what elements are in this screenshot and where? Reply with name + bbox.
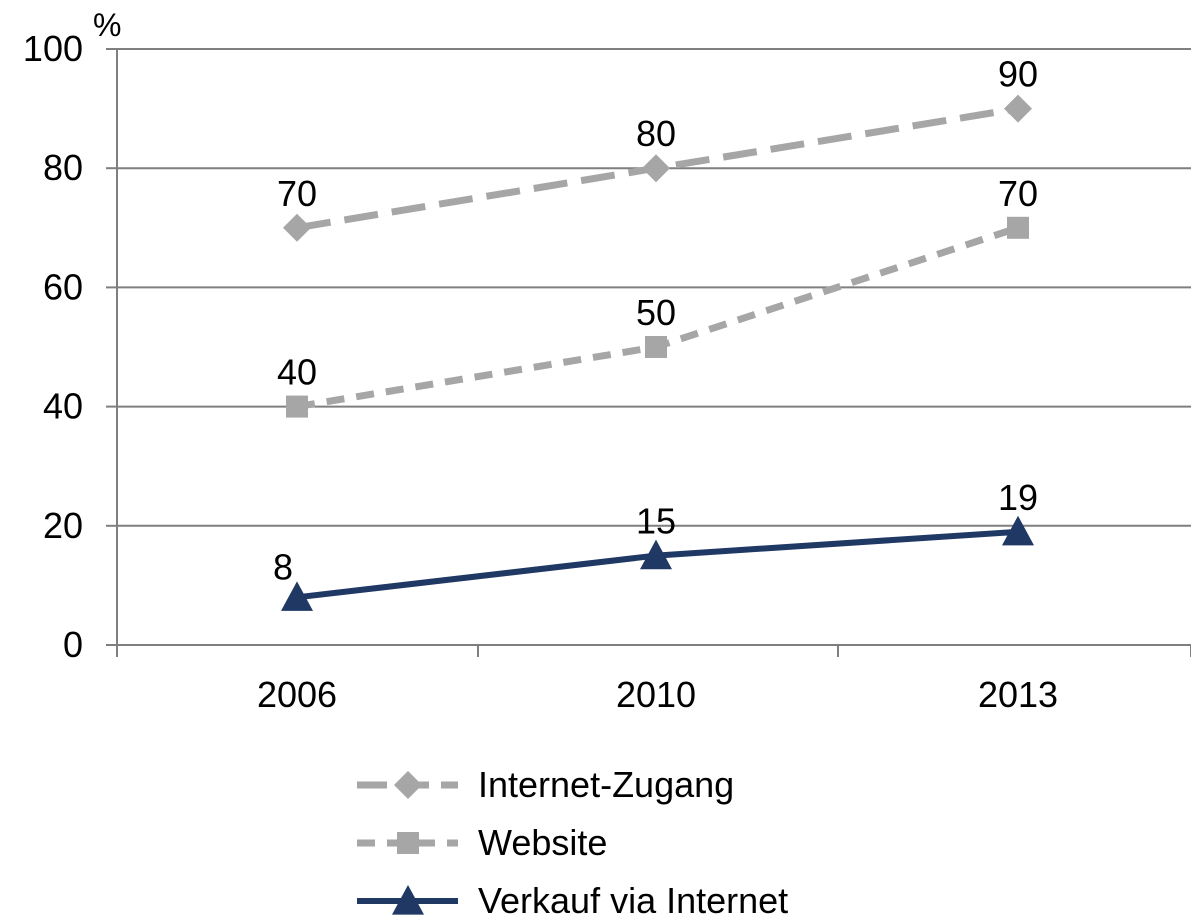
- y-axis-unit-label: %: [93, 7, 121, 43]
- y-tick-label-40: 40: [43, 386, 83, 427]
- data-label-verkauf-via-internet-2013: 19: [998, 477, 1038, 518]
- data-label-website-2013: 70: [998, 173, 1038, 214]
- x-tick-label-2006: 2006: [257, 674, 337, 715]
- axes: % 0 20 40 60 80 100 2006 2010 2013: [23, 7, 1191, 715]
- legend-marker-internet-zugang: [394, 771, 422, 799]
- data-label-website-2006: 40: [277, 352, 317, 393]
- legend-marker-website: [397, 832, 419, 854]
- data-label-website-2010: 50: [636, 292, 676, 333]
- y-tick-label-100: 100: [23, 28, 83, 69]
- y-tick-label-0: 0: [63, 624, 83, 665]
- series-markers: [281, 94, 1034, 611]
- data-point-internet-zugang-2006: [283, 213, 311, 242]
- data-label-verkauf-via-internet-2006: 8: [273, 546, 293, 587]
- legend-label-website: Website: [478, 822, 607, 863]
- data-point-verkauf-via-internet-2010: [640, 539, 672, 570]
- y-tick-label-80: 80: [43, 147, 83, 188]
- data-point-website-2006: [286, 395, 308, 418]
- legend-label-verkauf-via-internet: Verkauf via Internet: [478, 880, 788, 919]
- x-tick-label-2010: 2010: [616, 674, 696, 715]
- data-labels: 70 80 90 40 50 70 8 15 19: [273, 54, 1038, 588]
- data-label-internet-zugang-2010: 80: [636, 113, 676, 154]
- data-point-internet-zugang-2013: [1004, 94, 1032, 123]
- data-label-internet-zugang-2013: 90: [998, 54, 1038, 95]
- data-point-internet-zugang-2010: [642, 154, 670, 183]
- data-label-verkauf-via-internet-2010: 15: [636, 501, 676, 542]
- y-tick-label-20: 20: [43, 505, 83, 546]
- data-point-website-2013: [1007, 216, 1029, 239]
- data-point-website-2010: [645, 336, 667, 358]
- data-point-verkauf-via-internet-2006: [281, 581, 313, 611]
- x-tick-label-2013: 2013: [978, 674, 1058, 715]
- data-label-internet-zugang-2006: 70: [277, 173, 317, 214]
- legend: Internet-Zugang Website Verkauf via Intern…: [357, 764, 788, 919]
- legend-label-internet-zugang: Internet-Zugang: [478, 764, 734, 805]
- data-point-verkauf-via-internet-2013: [1002, 515, 1034, 546]
- y-tick-label-60: 60: [43, 266, 83, 307]
- legend-marker-verkauf-via-internet: [392, 885, 424, 915]
